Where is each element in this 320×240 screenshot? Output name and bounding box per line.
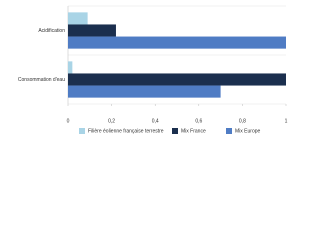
bar bbox=[68, 36, 286, 49]
legend-label: Mix Europe bbox=[235, 128, 261, 134]
x-tick-label: 1 bbox=[285, 118, 288, 124]
bar bbox=[68, 12, 88, 25]
y-tick-label: Consommation d'eau bbox=[18, 77, 65, 83]
x-tick-label: 0,4 bbox=[152, 118, 159, 124]
legend-label: Filière éolienne française terrestre bbox=[88, 128, 164, 134]
y-tick-label: Acidification bbox=[38, 28, 65, 34]
bar bbox=[68, 73, 286, 86]
bar bbox=[68, 85, 221, 98]
bar bbox=[68, 61, 73, 74]
x-tick-label: 0,6 bbox=[195, 118, 202, 124]
chart: 0 0,2 0,4 0,6 0,8 1 Acidification Consommation … bbox=[18, 5, 288, 134]
x-tick-label: 0,2 bbox=[108, 118, 115, 124]
legend-swatch bbox=[226, 128, 232, 134]
x-tick-label: 0 bbox=[67, 118, 70, 124]
x-tick-label: 0,8 bbox=[239, 118, 246, 124]
page: 0 0,2 0,4 0,6 0,8 1 Acidification Consommation … bbox=[17, 5, 288, 135]
legend-swatch bbox=[172, 128, 178, 134]
bar bbox=[68, 24, 116, 37]
legend-label: Mix France bbox=[181, 128, 206, 134]
legend-swatch bbox=[79, 128, 85, 134]
